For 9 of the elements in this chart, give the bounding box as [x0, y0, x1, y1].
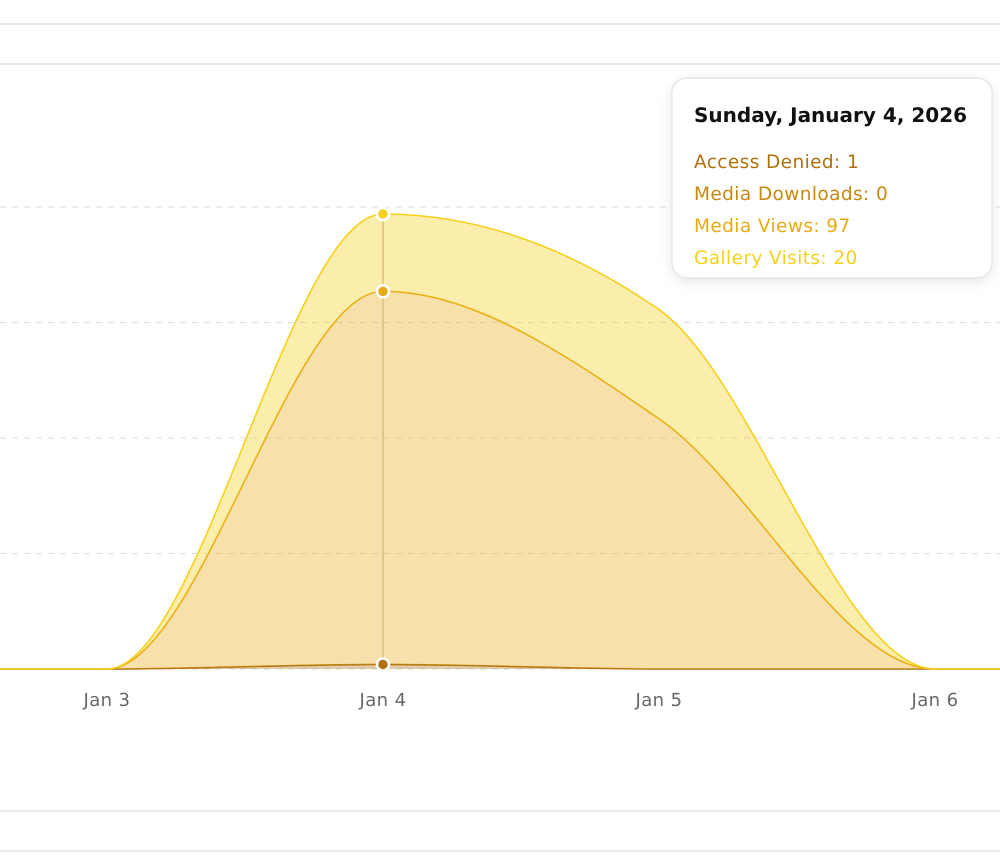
text: Media Downloads: 0: [694, 184, 888, 205]
x-tick-label: Jan 3: [82, 690, 130, 711]
x-tick-label: Jan 6: [910, 690, 958, 711]
text: Access Denied: 1: [694, 152, 860, 173]
annotation: Media Views: 97: [694, 216, 851, 237]
x-tick-label: Jan 4: [358, 690, 406, 711]
x-tick-label: Jan 5: [634, 690, 682, 711]
text: Sunday, January 4, 2026: [694, 103, 968, 127]
annotation: Gallery Visits: 20: [694, 248, 858, 269]
